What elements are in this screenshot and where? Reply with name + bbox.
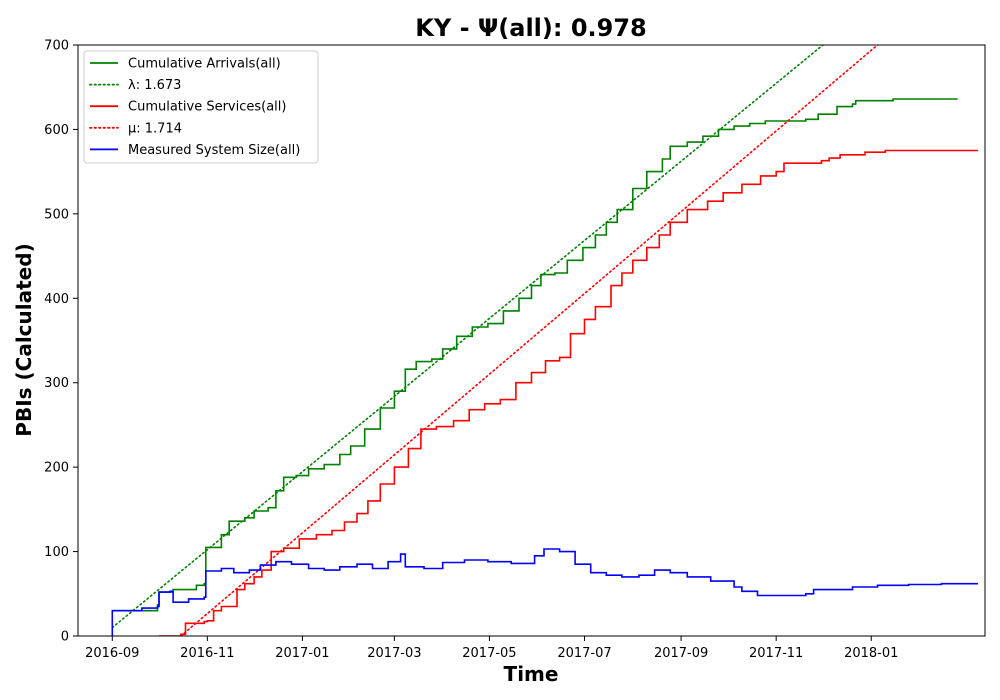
x-axis-title: Time [504, 662, 559, 686]
y-tick-label-0: 0 [61, 630, 69, 645]
series-line-2 [159, 149, 978, 636]
legend-label-1: λ: 1.673 [128, 78, 181, 93]
x-axis: 2016-09 2016-11 2017-01 2017-03 2017-05 2017-… [85, 636, 898, 661]
y-tick-label-1: 100 [44, 545, 69, 560]
legend-label-2: Cumulative Services(all) [128, 100, 286, 115]
y-tick-label-6: 600 [44, 123, 69, 138]
legend-box [83, 50, 319, 164]
legend: Cumulative Arrivals(all) λ: 1.673 Cumulati… [83, 50, 319, 164]
x-tick-label-2: 2017-01 [275, 646, 329, 661]
x-tick-label-8: 2018-01 [844, 646, 898, 661]
x-tick-label-1: 2016-11 [180, 646, 234, 661]
y-tick-label-7: 700 [44, 39, 69, 54]
legend-label-0: Cumulative Arrivals(all) [128, 57, 281, 72]
chart-marks [111, 45, 978, 636]
chart-title: KY - Ψ(all): 0.978 [415, 14, 647, 42]
x-tick-label-0: 2016-09 [85, 646, 139, 661]
series-line-4 [111, 548, 978, 636]
series-line-0 [112, 98, 958, 612]
legend-label-4: Measured System Size(all) [128, 143, 300, 158]
x-tick-label-5: 2017-07 [557, 646, 611, 661]
y-tick-label-3: 300 [44, 376, 69, 391]
y-tick-label-5: 500 [44, 207, 69, 222]
x-tick-label-3: 2017-03 [367, 646, 421, 661]
y-axis-title: PBIs (Calculated) [12, 243, 36, 436]
y-tick-label-2: 200 [44, 461, 69, 476]
legend-label-3: μ: 1.714 [128, 121, 182, 136]
series-line-1 [111, 45, 824, 629]
plot-area-frame [77, 44, 986, 637]
series-line-3 [180, 45, 879, 636]
x-tick-label-4: 2017-05 [462, 646, 516, 661]
x-tick-label-7: 2017-11 [749, 646, 803, 661]
x-tick-label-6: 2017-09 [654, 646, 708, 661]
y-tick-label-4: 400 [44, 292, 69, 307]
y-axis: 0 100 200 300 400 500 600 700 [44, 39, 78, 645]
